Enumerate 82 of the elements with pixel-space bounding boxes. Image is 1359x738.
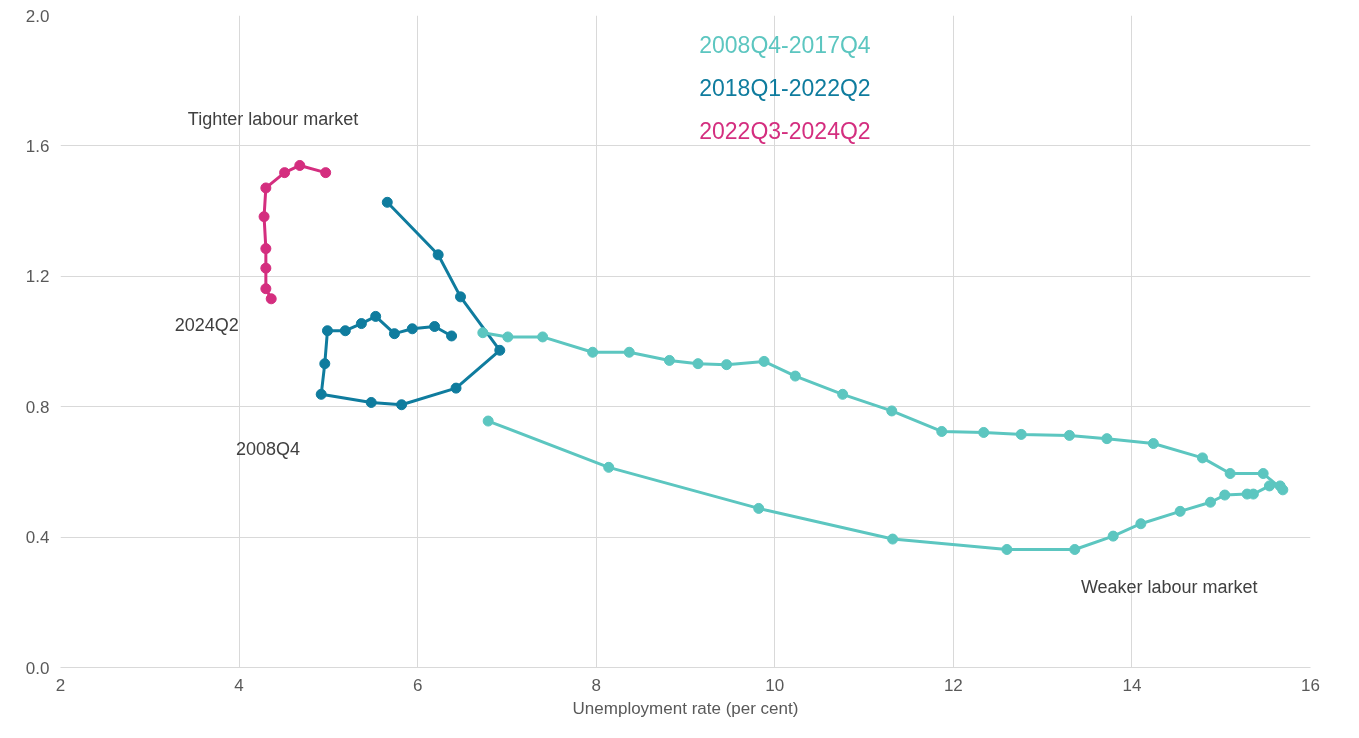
point: [477, 327, 489, 339]
point: [294, 159, 306, 171]
point: [502, 331, 514, 343]
point: [1063, 429, 1075, 441]
point: [482, 415, 494, 427]
x-tick-label: 14: [1122, 675, 1142, 695]
text: 2018Q1-2022Q2: [699, 74, 871, 101]
point: [432, 249, 444, 261]
point: [887, 533, 899, 545]
point: [1277, 484, 1289, 496]
point: [406, 323, 418, 335]
point: [450, 382, 462, 394]
point: [1196, 452, 1208, 464]
point: [315, 388, 327, 400]
point: [1219, 489, 1231, 501]
point: [1147, 438, 1159, 450]
point: [494, 344, 506, 356]
point: [260, 182, 272, 194]
point: [365, 396, 377, 408]
point: [789, 370, 801, 382]
point: [886, 405, 898, 417]
y-tick-label: 1.2: [25, 267, 50, 287]
point: [446, 330, 458, 342]
point: [388, 328, 400, 340]
x-tick-label: 8: [591, 675, 601, 695]
point: [623, 346, 635, 358]
y-tick-label: 0.8: [25, 397, 50, 417]
point: [1263, 480, 1275, 492]
point: [1069, 544, 1081, 555]
point: [319, 358, 331, 370]
point: [603, 461, 615, 473]
point: [265, 293, 277, 305]
x-tick-label: 4: [234, 675, 244, 695]
text: 2008Q4-2017Q4: [699, 31, 871, 58]
x-tick-label: 12: [943, 675, 963, 695]
point: [429, 321, 441, 332]
point: [1257, 468, 1269, 480]
y-tick-label: 0.4: [25, 528, 50, 548]
point: [370, 310, 382, 322]
point: [587, 346, 599, 358]
y-tick-label: 2.0: [25, 6, 50, 26]
annotation: 2008Q4: [235, 439, 301, 460]
annotation: Tighter labour market: [187, 108, 359, 129]
point: [978, 426, 990, 438]
point: [1224, 468, 1236, 480]
point: [1107, 530, 1119, 542]
point: [837, 388, 849, 400]
point: [1001, 544, 1013, 555]
y-tick-label: 1.6: [25, 136, 50, 156]
point: [355, 318, 367, 330]
point: [758, 355, 770, 367]
point: [396, 399, 408, 411]
x-axis-title: Unemployment rate (per cent): [572, 698, 799, 718]
point: [279, 167, 291, 179]
point: [936, 425, 948, 437]
y-tick-label: 0.0: [25, 658, 50, 678]
point: [1015, 428, 1027, 440]
point: [753, 502, 765, 514]
point: [721, 359, 733, 371]
point: [381, 196, 393, 208]
point: [260, 283, 272, 295]
point: [1101, 433, 1113, 445]
annotation: Weaker labour market: [1080, 577, 1258, 598]
x-tick-label: 6: [412, 675, 423, 695]
point: [260, 262, 272, 274]
point: [1205, 496, 1216, 508]
point: [321, 325, 333, 337]
point: [260, 243, 272, 255]
point: [663, 354, 675, 366]
x-tick-label: 16: [1301, 675, 1320, 695]
point: [339, 325, 351, 337]
annotation: 2024Q2: [174, 315, 239, 336]
text: 2022Q3-2024Q2: [699, 117, 871, 144]
point: [258, 211, 270, 223]
point: [320, 167, 332, 179]
point: [692, 358, 704, 370]
point: [537, 331, 549, 343]
x-tick-label: 2: [55, 675, 66, 695]
x-tick-label: 10: [765, 675, 785, 695]
point: [1174, 505, 1186, 517]
point: [455, 291, 466, 303]
point: [1135, 518, 1147, 530]
